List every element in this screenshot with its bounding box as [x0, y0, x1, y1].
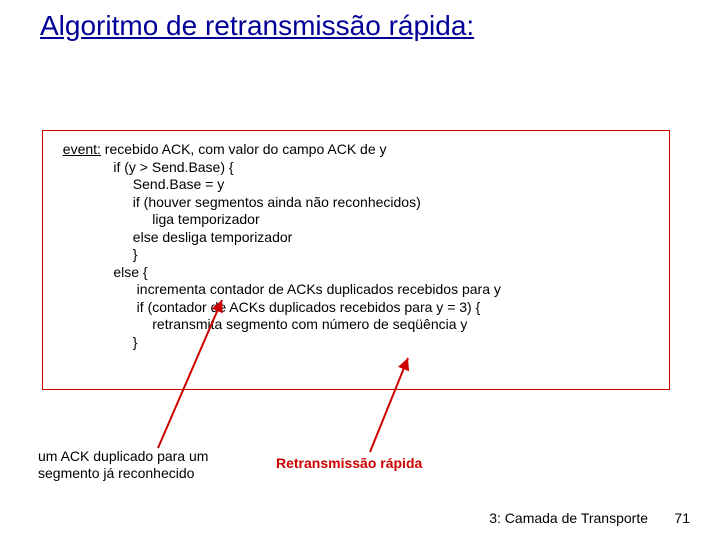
- algorithm-code-box: event: recebido ACK, com valor do campo …: [42, 130, 670, 390]
- annotation-fast-retransmit: Retransmissão rápida: [276, 455, 422, 471]
- code-line-12: }: [55, 334, 657, 352]
- code-line-3: Send.Base = y: [55, 176, 657, 194]
- code-line-8: else {: [55, 264, 657, 282]
- code-line-9: incrementa contador de ACKs duplicados r…: [55, 281, 657, 299]
- slide-title: Algoritmo de retransmissão rápida:: [40, 10, 474, 42]
- code-line-10: if (contador de ACKs duplicados recebido…: [55, 299, 657, 317]
- code-line-7: }: [55, 246, 657, 264]
- code-line-1: event: recebido ACK, com valor do campo …: [55, 141, 657, 159]
- annotation-left-line2: segmento já reconhecido: [38, 465, 208, 482]
- footer-chapter: 3: Camada de Transporte: [489, 510, 648, 526]
- code-line-2: if (y > Send.Base) {: [55, 159, 657, 177]
- event-label: event:: [63, 141, 101, 157]
- event-rest: recebido ACK, com valor do campo ACK de …: [101, 141, 387, 157]
- annotation-left-line1: um ACK duplicado para um: [38, 448, 208, 465]
- code-line-11: retransmita segmento com número de seqüê…: [55, 316, 657, 334]
- code-line-6: else desliga temporizador: [55, 229, 657, 247]
- code-line-4: if (houver segmentos ainda não reconheci…: [55, 194, 657, 212]
- slide-number: 71: [674, 510, 690, 526]
- annotation-duplicate-ack: um ACK duplicado para um segmento já rec…: [38, 448, 208, 482]
- code-line-5: liga temporizador: [55, 211, 657, 229]
